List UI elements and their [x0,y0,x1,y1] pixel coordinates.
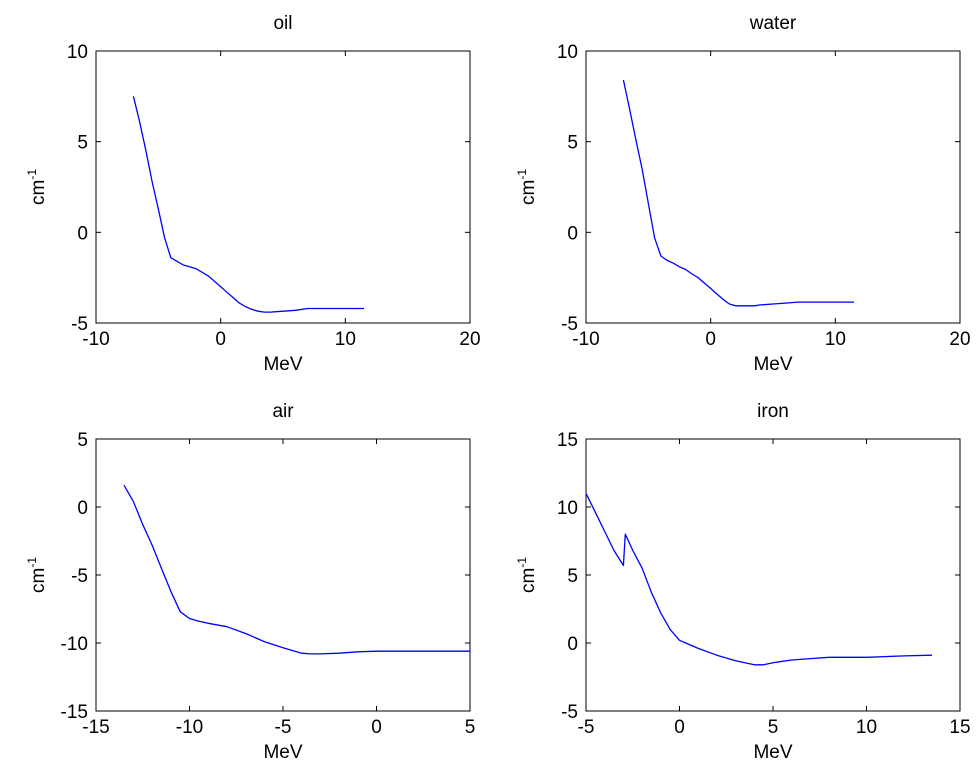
series-line [622,79,854,307]
y-tick-label: 10 [67,42,88,63]
y-axis-label: cm-1 [515,557,539,593]
x-tick-label: 0 [705,329,716,350]
x-tick-label: 0 [371,717,382,738]
x-tick-label: 0 [674,717,685,738]
x-axis-label: MeV [753,354,792,375]
x-axis-label: MeV [263,354,302,375]
y-axis-label-superscript: -1 [515,557,529,568]
axes-box [585,438,961,712]
y-axis-label: cm-1 [515,169,539,205]
y-axis-label-base: cm [28,180,49,205]
y-axis-label-superscript: -1 [25,169,39,180]
y-tick-label: 0 [567,634,578,655]
y-tick-label: -10 [61,634,88,655]
x-tick-label: 5 [768,717,779,738]
x-tick-label: -5 [578,717,595,738]
x-tick-label: 20 [949,329,970,350]
x-tick-label: 5 [465,717,476,738]
chart-panel-air: -15 -10 -5 0 5 -15 -10 -5 0 5 air MeV cm-1 [25,401,475,763]
y-tick-label: 0 [77,498,88,519]
axes-box [95,50,471,324]
y-tick-label: -15 [61,702,88,723]
y-axis-label: cm-1 [25,557,49,593]
x-axis-label: MeV [753,742,792,763]
x-tick-label: 10 [335,329,356,350]
chart-title: air [272,401,294,422]
y-axis-label-base: cm [518,180,539,205]
x-tick-label: 10 [856,717,877,738]
y-axis-label-superscript: -1 [25,557,39,568]
y-axis-label-base: cm [28,568,49,593]
y-axis-label-superscript: -1 [515,169,529,180]
y-tick-label: -5 [71,314,88,335]
chart-title: oil [273,13,292,34]
series-line [132,96,364,313]
y-tick-label: 15 [557,430,578,451]
x-tick-label: -5 [275,717,292,738]
y-tick-label: 5 [567,133,578,154]
chart-title: iron [757,401,789,422]
y-tick-label: 5 [77,133,88,154]
chart-panel-oil: -10 0 10 20 -5 0 5 10 oil MeV cm-1 [25,13,481,375]
y-tick-label: 5 [77,430,88,451]
y-tick-label: 0 [567,223,578,244]
axes-box [585,50,961,324]
x-tick-label: 15 [949,717,970,738]
y-tick-label: -5 [561,702,578,723]
y-tick-label: 0 [77,223,88,244]
series-line [123,484,470,655]
x-tick-label: -10 [572,329,599,350]
y-tick-label: 10 [557,498,578,519]
x-axis-label: MeV [263,742,302,763]
axes-box [95,438,471,712]
x-tick-label: -10 [176,717,203,738]
y-axis-label-base: cm [518,568,539,593]
chart-title: water [749,13,797,34]
x-tick-label: 0 [215,329,226,350]
x-tick-label: -10 [82,329,109,350]
series-line [585,493,933,666]
y-axis-label: cm-1 [25,169,49,205]
chart-panel-iron: -5 0 5 10 15 -5 0 5 10 15 iron MeV cm-1 [515,401,971,763]
y-tick-label: -5 [71,566,88,587]
x-tick-label: -15 [82,717,109,738]
y-tick-label: 10 [557,42,578,63]
y-tick-label: 5 [567,566,578,587]
x-tick-label: 10 [825,329,846,350]
y-tick-label: -5 [561,314,578,335]
chart-panel-water: -10 0 10 20 -5 0 5 10 water MeV cm-1 [515,13,971,375]
x-tick-label: 20 [459,329,480,350]
